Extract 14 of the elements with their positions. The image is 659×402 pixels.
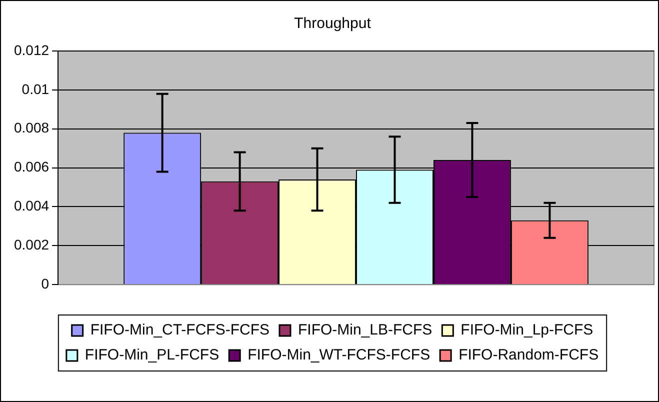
chart-title: Throughput xyxy=(294,15,372,32)
y-tick-label: 0.006 xyxy=(14,158,50,175)
legend-label: FIFO-Random-FCFS xyxy=(458,346,599,364)
legend-label: FIFO-Min_PL-FCFS xyxy=(84,346,220,364)
y-tick-label: 0.002 xyxy=(14,236,50,253)
y-tick-label: 0.01 xyxy=(22,80,50,97)
legend-label: FIFO-Min_Lp-FCFS xyxy=(460,322,594,339)
legend-label: FIFO-Min_LB-FCFS xyxy=(298,322,432,339)
y-tick-label: 0 xyxy=(41,275,50,292)
legend-label: FIFO-Min_CT-FCFS-FCFS xyxy=(90,322,270,339)
y-tick-label: 0.008 xyxy=(14,120,50,136)
legend-label: FIFO-Min_WT-FCFS-FCFS xyxy=(248,346,430,364)
y-tick-label: 0.004 xyxy=(14,198,50,214)
y-tick-label: 0.012 xyxy=(14,42,50,58)
